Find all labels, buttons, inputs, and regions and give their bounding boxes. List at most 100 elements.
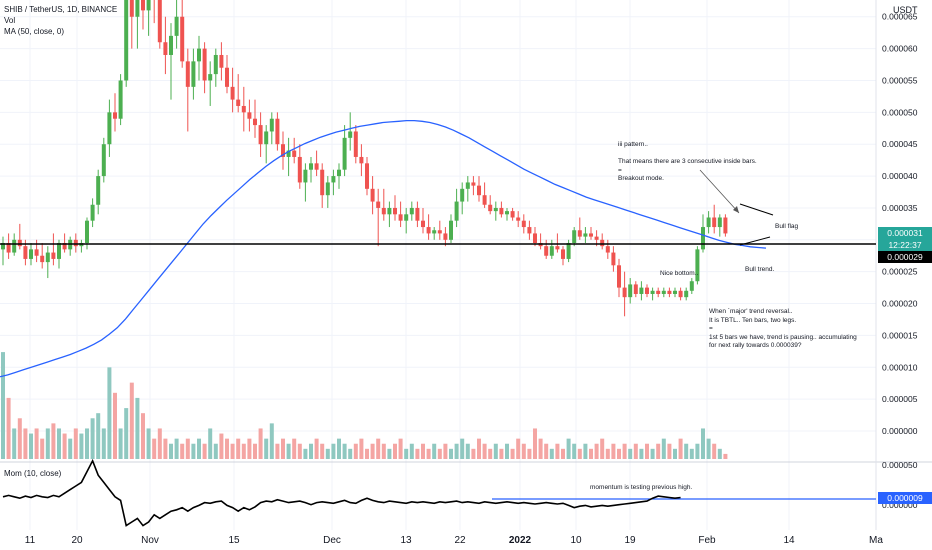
volume-bar: [633, 443, 638, 459]
candle-body: [566, 242, 571, 259]
candle-body: [723, 217, 728, 234]
volume-bar: [107, 367, 112, 459]
currency-label[interactable]: USDT: [893, 5, 918, 15]
volume-bar: [29, 433, 33, 459]
candle-body: [146, 0, 151, 11]
volume-bar: [538, 438, 543, 459]
volume-bar: [342, 443, 347, 459]
symbol-legend[interactable]: SHIB / TetherUS, 1D, BINANCE: [4, 5, 118, 14]
candle-body: [342, 137, 347, 170]
volume-bar: [292, 438, 297, 459]
volume-bar: [135, 397, 140, 459]
candle-body: [650, 290, 655, 294]
time-tick-label: Feb: [698, 535, 716, 546]
volume-bar: [477, 438, 481, 459]
volume-bar: [443, 443, 448, 459]
candle-body: [6, 242, 11, 253]
volume-bar: [174, 438, 179, 459]
candle-body: [163, 42, 168, 55]
candle-body: [633, 284, 638, 294]
volume-bar: [225, 438, 229, 459]
candle-body: [432, 230, 437, 234]
candle-body: [701, 227, 705, 250]
volume-bar: [34, 428, 39, 459]
volume-bar: [146, 428, 151, 459]
volume-bar: [40, 438, 45, 459]
volume-bar: [303, 448, 308, 459]
volume-bar: [432, 443, 437, 459]
volume-bar: [505, 443, 509, 459]
time-tick-label: 13: [400, 535, 412, 546]
countdown-tag: 12:22:37: [878, 239, 932, 251]
candle-body: [521, 220, 526, 228]
annotation-reversal: When `major' trend reversal.. It is TBTL…: [709, 308, 857, 349]
volume-bar: [359, 438, 364, 459]
grid: [0, 0, 932, 530]
candle-body: [544, 246, 549, 256]
volume-bar: [197, 438, 201, 459]
volume-bar: [129, 382, 134, 459]
volume-bar: [589, 448, 593, 459]
momentum-pane: [2, 458, 876, 527]
time-tick-label: Nov: [141, 535, 159, 546]
candle-body: [527, 227, 532, 234]
candle-body: [247, 112, 252, 119]
annotation-momentum: momentum is testing previous high.: [590, 484, 693, 491]
arrow-line: [699, 169, 740, 214]
candle-body: [292, 150, 297, 157]
volume-bar: [348, 448, 353, 459]
ma-legend[interactable]: MA (50, close, 0): [4, 27, 65, 36]
volume-bar: [241, 443, 246, 459]
volume-bar: [51, 423, 56, 459]
volume-bar: [79, 433, 84, 459]
candle-body: [376, 201, 381, 208]
volume-bar: [482, 443, 487, 459]
candle-body: [594, 236, 599, 240]
volume-bar: [219, 433, 224, 459]
volume-bar: [286, 443, 291, 459]
volume-bar: [572, 443, 577, 459]
candle-body: [191, 61, 196, 87]
candle-body: [482, 195, 487, 205]
candle-body: [561, 249, 565, 259]
price-tick-label: 0.000065: [882, 12, 918, 22]
volume-bar: [555, 443, 560, 459]
volume-bar: [387, 448, 392, 459]
price-tick-label: 0.000040: [882, 171, 918, 181]
candle-body: [174, 16, 179, 36]
volume-bar: [404, 448, 409, 459]
volume-bar: [393, 443, 397, 459]
candle-body: [387, 207, 392, 215]
candle-body: [415, 207, 420, 221]
volume-bar: [398, 438, 403, 459]
momentum-line: [2, 458, 681, 527]
flag-lower-line: [739, 236, 771, 246]
volume-bar: [141, 413, 145, 459]
candle-body: [297, 156, 302, 183]
candle-body: [185, 61, 190, 87]
volume-bar: [460, 438, 465, 459]
candle-body: [639, 287, 644, 294]
volume-bar: [583, 443, 588, 459]
volume-bar: [202, 443, 207, 459]
mom-legend[interactable]: Mom (10, close): [4, 469, 62, 478]
price-tick-label: 0.000050: [882, 107, 918, 117]
arrow-head: [733, 206, 739, 213]
volume-bar: [320, 443, 325, 459]
time-axis[interactable]: 11 20 Nov 15 Dec 13 22 2022 10 19 Feb 14 Ma: [25, 535, 884, 546]
volume-bar: [549, 448, 554, 459]
volume-bar: [1, 352, 5, 459]
price-axis[interactable]: 0.000065 0.000060 0.000055 0.000050 0.000045…: [882, 12, 918, 510]
volume-bar: [488, 448, 493, 459]
last-price-tag: 0.000031: [878, 227, 932, 239]
volume-bar: [90, 418, 95, 459]
candle-body: [365, 163, 369, 189]
price-tick-label: 0.000005: [882, 394, 918, 404]
volume-bar: [62, 433, 67, 459]
vol-legend[interactable]: Vol: [4, 16, 16, 25]
candle-body: [409, 207, 414, 215]
candle-body: [129, 0, 134, 17]
price-tick-label: 0.000060: [882, 44, 918, 54]
volume-bar: [281, 438, 285, 459]
